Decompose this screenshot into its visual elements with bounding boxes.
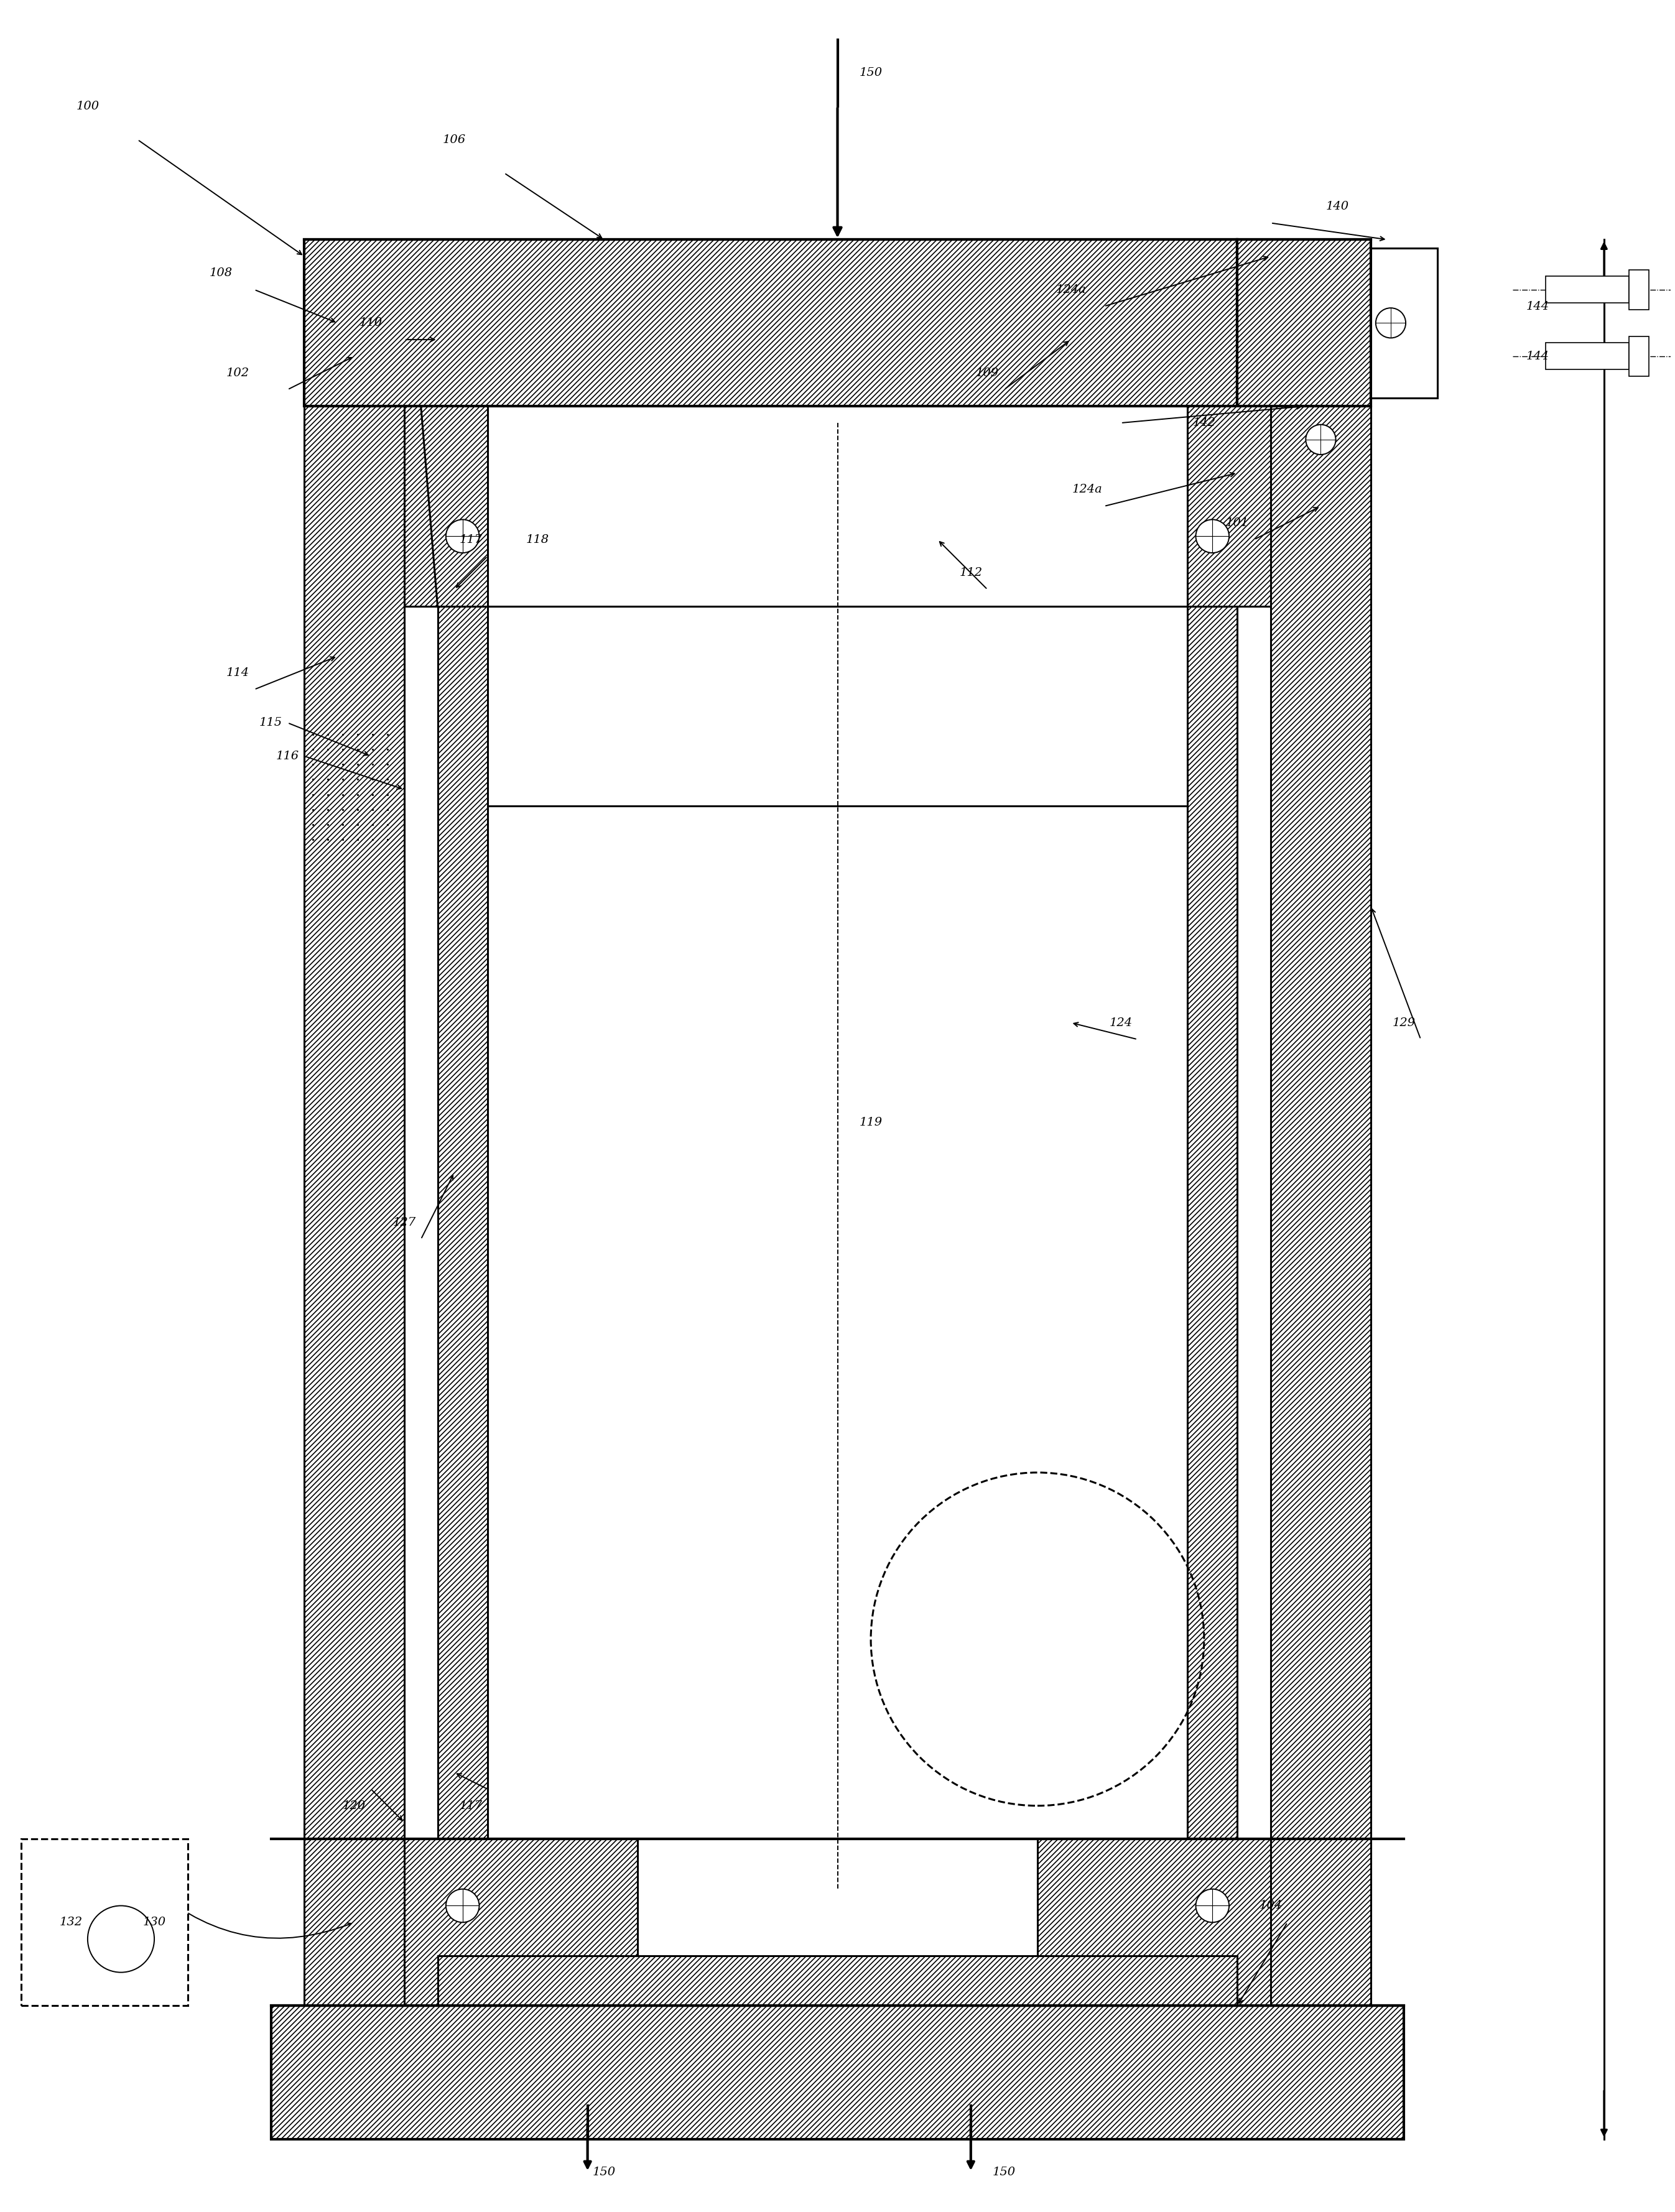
Text: 114: 114 — [226, 668, 250, 679]
Text: 129: 129 — [1392, 1018, 1415, 1029]
Text: 140: 140 — [1327, 201, 1348, 212]
Circle shape — [446, 1889, 479, 1922]
Text: 130: 130 — [142, 1918, 166, 1929]
Bar — [305, 1838, 404, 2006]
Text: 100: 100 — [75, 102, 99, 113]
Bar — [487, 407, 1188, 606]
Bar — [1188, 407, 1271, 606]
Text: 124a: 124a — [1055, 283, 1085, 294]
Circle shape — [1375, 307, 1405, 338]
Text: 101: 101 — [1226, 518, 1250, 529]
Bar — [1037, 1838, 1337, 2006]
Text: 150: 150 — [993, 2168, 1015, 2179]
Text: 106: 106 — [442, 135, 466, 146]
Circle shape — [1196, 1889, 1229, 1922]
Bar — [1546, 276, 1630, 303]
Bar — [437, 1955, 1238, 2006]
Text: 144: 144 — [1526, 352, 1549, 363]
Text: 132: 132 — [59, 1918, 82, 1929]
Text: 120: 120 — [343, 1801, 365, 1812]
Text: 115: 115 — [260, 717, 283, 728]
Text: 124a: 124a — [1072, 484, 1102, 495]
Text: 119: 119 — [859, 1117, 883, 1128]
Bar — [437, 606, 487, 1838]
Text: 127: 127 — [392, 1217, 415, 1228]
Text: 112: 112 — [960, 566, 982, 580]
Bar — [1188, 606, 1238, 1838]
Text: 142: 142 — [1193, 418, 1216, 429]
Bar — [487, 805, 1188, 1838]
Text: 117: 117 — [459, 1801, 482, 1812]
Bar — [271, 2006, 1404, 2139]
Bar — [1630, 270, 1648, 310]
Text: 117: 117 — [459, 533, 482, 544]
Circle shape — [446, 520, 479, 553]
Bar — [305, 239, 1238, 407]
Text: 118: 118 — [526, 533, 549, 544]
Text: 102: 102 — [226, 367, 250, 378]
Text: 144: 144 — [1526, 301, 1549, 312]
Bar — [1271, 407, 1370, 1838]
Text: 104: 104 — [1260, 1900, 1283, 1911]
Bar — [1546, 343, 1630, 369]
Text: 109: 109 — [977, 367, 998, 378]
Bar — [1370, 248, 1437, 398]
Text: 116: 116 — [276, 750, 300, 761]
Bar — [1630, 336, 1648, 376]
Bar — [404, 407, 487, 606]
Bar — [1271, 1838, 1370, 2006]
Circle shape — [1306, 425, 1335, 456]
Text: 110: 110 — [360, 316, 382, 330]
Bar — [22, 1838, 188, 2006]
Bar — [1238, 239, 1370, 407]
Text: 150: 150 — [593, 2168, 616, 2179]
Text: 124: 124 — [1109, 1018, 1132, 1029]
Bar — [305, 407, 404, 1838]
Circle shape — [1196, 520, 1229, 553]
Bar — [338, 1838, 638, 2006]
Text: 150: 150 — [859, 66, 883, 80]
Text: 108: 108 — [209, 268, 233, 279]
